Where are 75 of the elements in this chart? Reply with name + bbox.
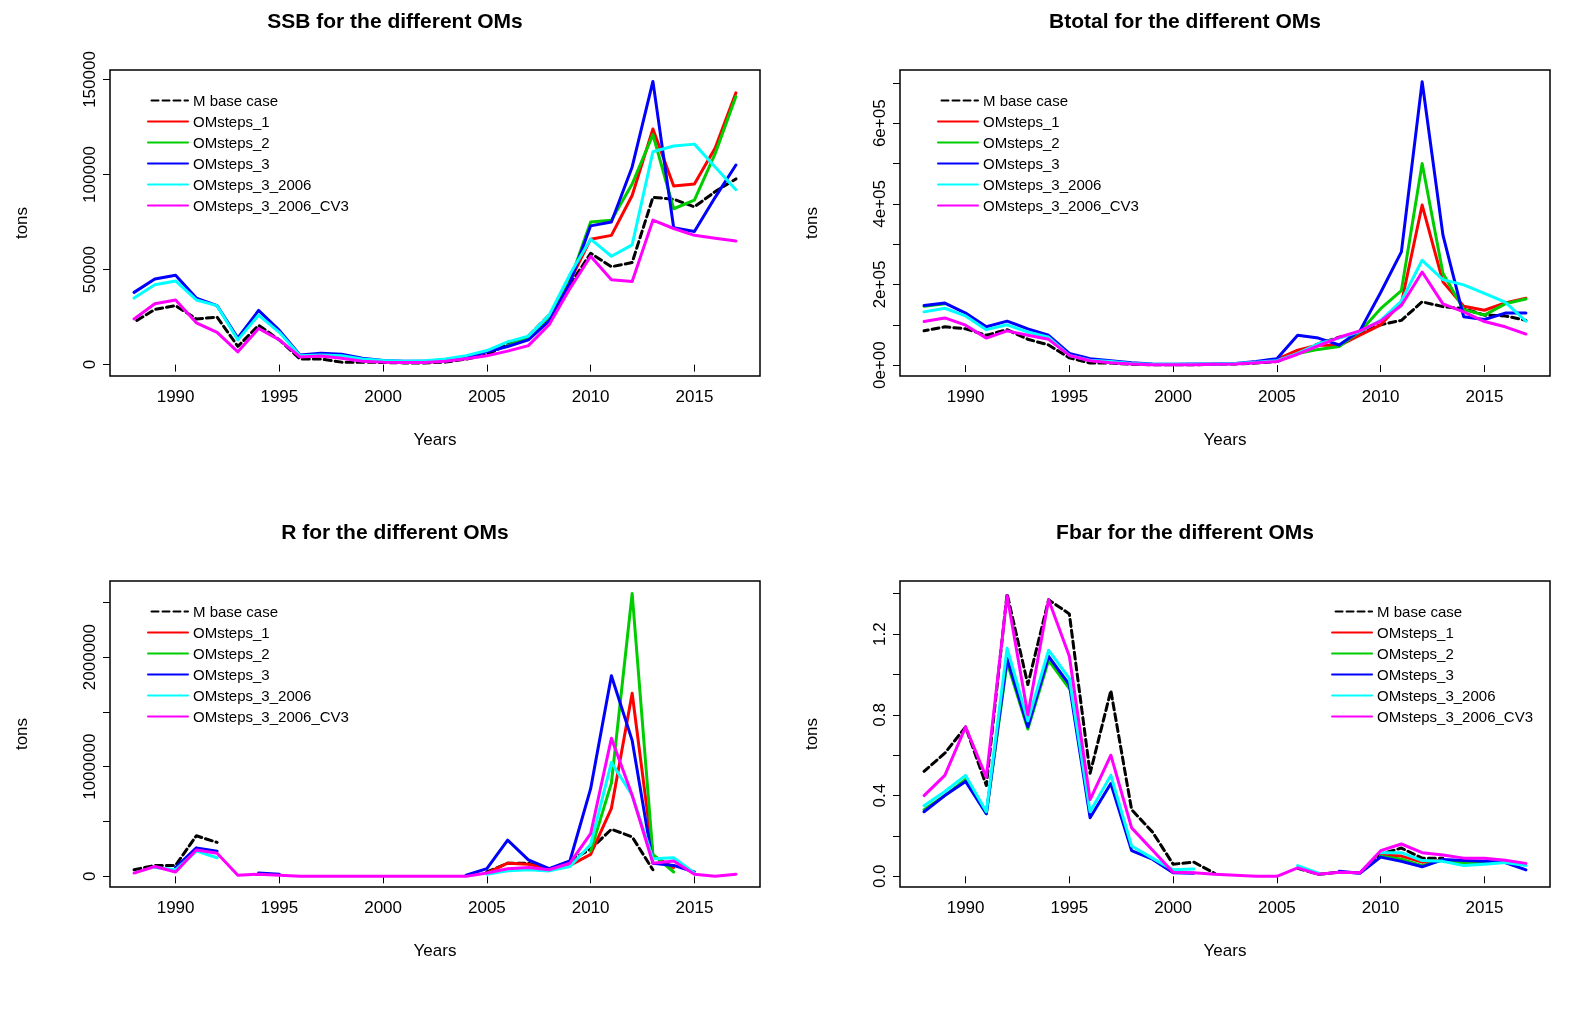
legend-label: M base case xyxy=(193,92,279,109)
y-axis-title: tons xyxy=(12,206,31,240)
x-tick-label: 1995 xyxy=(260,387,299,406)
x-tick-label: 1990 xyxy=(946,387,985,406)
y-tick-label: 4e+05 xyxy=(870,179,889,228)
x-tick-label: 1995 xyxy=(260,898,299,917)
legend-label: OMsteps_3 xyxy=(193,666,270,683)
legend-label: M base case xyxy=(1377,603,1463,620)
x-tick-label: 1990 xyxy=(156,898,195,917)
y-tick-label: 0 xyxy=(80,871,99,882)
chart-title: Btotal for the different OMs xyxy=(1049,9,1321,32)
x-tick-label: 1995 xyxy=(1050,387,1089,406)
chart-title: Fbar for the different OMs xyxy=(1056,520,1314,543)
legend-label: OMsteps_3_2006 xyxy=(193,687,312,704)
x-tick-label: 2005 xyxy=(467,387,506,406)
legend-label: OMsteps_3 xyxy=(983,155,1060,172)
x-tick-label: 2005 xyxy=(467,898,506,917)
x-tick-label: 2015 xyxy=(1465,898,1504,917)
legend-label: OMsteps_3_2006_CV3 xyxy=(983,197,1139,214)
legend-label: OMsteps_2 xyxy=(983,134,1060,151)
y-axis-title: tons xyxy=(802,206,821,240)
x-tick-label: 2015 xyxy=(675,387,714,406)
legend-label: OMsteps_1 xyxy=(193,624,270,641)
y-tick-label: 0.8 xyxy=(870,703,889,727)
x-tick-label: 2015 xyxy=(1465,387,1504,406)
legend-label: OMsteps_2 xyxy=(1377,645,1454,662)
x-tick-label: 2005 xyxy=(1257,387,1296,406)
legend-label: M base case xyxy=(983,92,1069,109)
y-tick-label: 0 xyxy=(80,359,99,370)
x-tick-label: 2010 xyxy=(571,387,610,406)
x-tick-label: 1990 xyxy=(156,387,195,406)
legend-label: OMsteps_3 xyxy=(1377,666,1454,683)
legend-label: OMsteps_3_2006_CV3 xyxy=(193,708,349,725)
y-axis-title: tons xyxy=(12,717,31,751)
chart-title: R for the different OMs xyxy=(281,520,509,543)
y-tick-label: 1.2 xyxy=(870,622,889,646)
x-tick-label: 1995 xyxy=(1050,898,1089,917)
y-axis-title: tons xyxy=(802,717,821,751)
legend-label: M base case xyxy=(193,603,279,620)
x-tick-label: 2010 xyxy=(571,898,610,917)
legend-label: OMsteps_3_2006_CV3 xyxy=(1377,708,1533,725)
legend-label: OMsteps_3_2006 xyxy=(1377,687,1496,704)
legend-label: OMsteps_1 xyxy=(193,113,270,130)
x-tick-label: 2000 xyxy=(364,387,403,406)
x-tick-label: 2010 xyxy=(1361,898,1400,917)
y-tick-label: 0e+00 xyxy=(870,341,889,389)
y-tick-label: 2000000 xyxy=(80,624,99,691)
legend-label: OMsteps_2 xyxy=(193,134,270,151)
y-tick-label: 150000 xyxy=(80,51,99,108)
x-axis-title: Years xyxy=(413,430,457,449)
y-tick-label: 6e+05 xyxy=(870,99,889,148)
x-axis-title: Years xyxy=(1203,941,1247,960)
x-tick-label: 1990 xyxy=(946,898,985,917)
x-tick-label: 2010 xyxy=(1361,387,1400,406)
y-tick-label: 0.0 xyxy=(870,864,889,889)
x-tick-label: 2000 xyxy=(1154,387,1193,406)
legend-label: OMsteps_1 xyxy=(983,113,1060,130)
legend-label: OMsteps_1 xyxy=(1377,624,1454,641)
x-axis-title: Years xyxy=(413,941,457,960)
x-tick-label: 2015 xyxy=(675,898,714,917)
y-tick-label: 2e+05 xyxy=(870,260,889,309)
chart-title: SSB for the different OMs xyxy=(267,9,523,32)
x-tick-label: 2005 xyxy=(1257,898,1296,917)
y-tick-label: 0.4 xyxy=(870,783,889,808)
y-tick-label: 50000 xyxy=(80,245,99,294)
x-tick-label: 2000 xyxy=(364,898,403,917)
legend-label: OMsteps_3_2006_CV3 xyxy=(193,197,349,214)
x-tick-label: 2000 xyxy=(1154,898,1193,917)
y-tick-label: 1000000 xyxy=(80,733,99,800)
legend-label: OMsteps_3_2006 xyxy=(193,176,312,193)
y-tick-label: 100000 xyxy=(80,146,99,203)
legend-label: OMsteps_3 xyxy=(193,155,270,172)
legend-label: OMsteps_2 xyxy=(193,645,270,662)
legend-label: OMsteps_3_2006 xyxy=(983,176,1102,193)
x-axis-title: Years xyxy=(1203,430,1247,449)
